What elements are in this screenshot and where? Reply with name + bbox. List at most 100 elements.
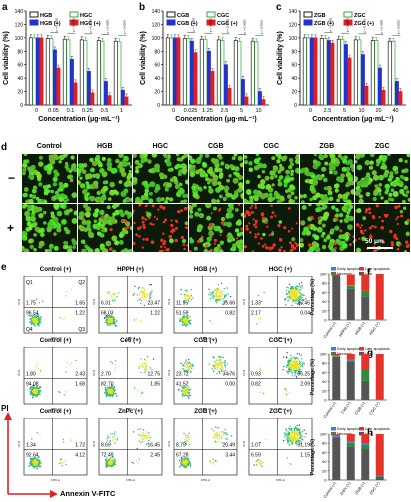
quadrant-ll-value: 41.52 bbox=[176, 381, 189, 387]
live-cell bbox=[24, 193, 28, 197]
event-dot bbox=[213, 370, 214, 371]
live-cell bbox=[312, 159, 317, 164]
event-dot bbox=[104, 318, 105, 319]
dead-cell bbox=[151, 240, 155, 244]
live-cell bbox=[197, 224, 203, 230]
event-dot bbox=[230, 296, 231, 297]
event-dot bbox=[189, 390, 190, 391]
stack-segment bbox=[347, 447, 355, 480]
event-dot bbox=[114, 387, 115, 388]
event-dot bbox=[296, 292, 297, 293]
live-cell bbox=[118, 180, 122, 184]
stack-segment bbox=[347, 354, 355, 360]
dead-cell bbox=[133, 221, 135, 223]
live-cell bbox=[349, 181, 354, 186]
bar bbox=[361, 55, 364, 105]
dead-cell bbox=[310, 215, 313, 218]
event-dot bbox=[114, 319, 115, 320]
live-cell bbox=[364, 176, 369, 181]
live-cell bbox=[78, 211, 84, 217]
live-cell bbox=[247, 190, 252, 195]
event-dot bbox=[186, 444, 187, 445]
legend-swatch bbox=[331, 267, 336, 271]
scale-bar bbox=[367, 247, 393, 249]
live-cell bbox=[289, 184, 293, 188]
live-cell bbox=[125, 180, 131, 186]
live-cell bbox=[149, 192, 153, 196]
p-value: p < 0.0001 bbox=[122, 20, 126, 35]
y-tick-label: 20 bbox=[291, 90, 297, 96]
dead-cell bbox=[248, 222, 250, 224]
event-dot bbox=[289, 292, 290, 293]
live-cell bbox=[321, 244, 325, 248]
bar bbox=[40, 38, 43, 105]
y-tick-label: 60 bbox=[17, 63, 23, 69]
event-dot bbox=[146, 365, 147, 366]
x-axis-label: Concentration (μg·mL⁻¹) bbox=[312, 116, 393, 123]
dead-cell bbox=[162, 241, 165, 244]
micrograph-cell bbox=[22, 154, 77, 203]
legend-label: CGC bbox=[217, 13, 229, 19]
dead-cell bbox=[220, 221, 223, 224]
event-dot bbox=[287, 371, 288, 372]
legend-swatch bbox=[331, 427, 336, 431]
event-dot bbox=[213, 459, 214, 460]
dead-cell bbox=[236, 237, 238, 239]
live-cell bbox=[88, 196, 92, 200]
event-dot bbox=[256, 461, 257, 462]
live-cell bbox=[406, 154, 409, 157]
event-dot bbox=[184, 294, 185, 295]
event-dot bbox=[134, 293, 135, 294]
event-dot bbox=[221, 283, 222, 284]
dead-cell bbox=[255, 233, 257, 235]
dead-cell bbox=[205, 244, 207, 246]
event-dot bbox=[294, 374, 295, 375]
bar bbox=[87, 71, 90, 105]
live-cell bbox=[239, 163, 243, 168]
event-dot bbox=[293, 361, 294, 362]
live-cell bbox=[374, 184, 378, 188]
live-cell bbox=[287, 194, 292, 199]
live-cell bbox=[22, 237, 25, 240]
event-dot bbox=[219, 294, 220, 295]
live-cell bbox=[211, 180, 217, 186]
live-cell bbox=[104, 180, 108, 184]
event-dot bbox=[145, 296, 146, 297]
live-cell bbox=[234, 228, 238, 232]
dead-cell bbox=[142, 246, 144, 248]
event-dot bbox=[144, 305, 145, 306]
live-cell bbox=[86, 184, 91, 189]
event-dot bbox=[287, 364, 288, 365]
bar bbox=[101, 41, 104, 105]
event-dot bbox=[210, 462, 211, 463]
dead-cell bbox=[283, 250, 286, 253]
micrograph bbox=[300, 204, 355, 253]
legend-label: HGB bbox=[40, 13, 52, 19]
live-cell bbox=[347, 224, 353, 230]
event-dot bbox=[139, 295, 140, 296]
live-cell bbox=[313, 154, 316, 156]
event-dot bbox=[288, 361, 289, 362]
bar bbox=[91, 93, 94, 105]
x-tick-label: 5 bbox=[240, 108, 243, 114]
live-cell bbox=[53, 177, 58, 182]
dead-cell bbox=[394, 233, 397, 236]
event-dot bbox=[113, 319, 114, 320]
bar bbox=[303, 38, 306, 105]
legend-label: Late apoptosis bbox=[365, 427, 390, 431]
live-cell bbox=[366, 172, 370, 176]
live-cell bbox=[56, 223, 62, 229]
dead-cell bbox=[288, 207, 291, 210]
event-dot bbox=[39, 394, 40, 395]
live-cell bbox=[133, 189, 136, 193]
event-dot bbox=[65, 295, 66, 296]
live-cell bbox=[182, 239, 186, 243]
live-cell bbox=[195, 158, 201, 164]
event-dot bbox=[146, 369, 147, 370]
dead-cell bbox=[237, 204, 239, 206]
event-dot bbox=[134, 319, 135, 320]
event-dot bbox=[189, 316, 190, 317]
